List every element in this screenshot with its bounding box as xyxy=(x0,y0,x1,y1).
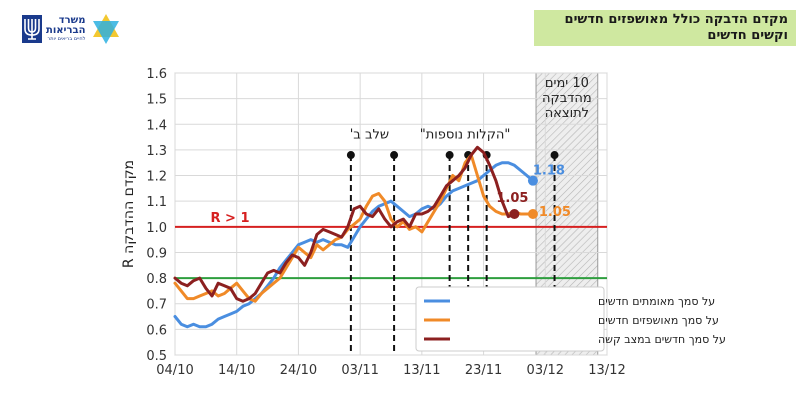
y-axis-label: מקדם ההדבקה R xyxy=(121,160,137,268)
x-tick-label: 03/11 xyxy=(341,363,378,378)
y-tick-label: 1.2 xyxy=(146,170,167,185)
y-tick-label: 0.6 xyxy=(146,323,167,338)
reference-line-label: R > 1 xyxy=(211,211,250,226)
series-line xyxy=(173,161,535,329)
slide-title-line1: מקדם הדבקה כולל מאושפזים חדשים xyxy=(564,12,788,27)
event-marker xyxy=(346,151,355,160)
y-tick-label: 1.0 xyxy=(146,221,167,236)
y-tick-label: 1.5 xyxy=(146,93,167,108)
series-line xyxy=(173,145,516,303)
series-end-marker xyxy=(509,209,520,219)
legend-label: על סמך חדשים במצב קשה xyxy=(598,333,726,346)
x-tick-label: 03/12 xyxy=(527,363,564,378)
logo-line2: הבריאות xyxy=(46,25,86,36)
slide-title: מקדם הדבקה כולל מאושפזים חדשים וקשים חדש… xyxy=(534,10,796,46)
legend-label: על סמך מאומתים חדשים xyxy=(598,295,715,308)
y-tick-label: 0.9 xyxy=(146,246,167,261)
y-tick-label: 1.4 xyxy=(146,118,167,133)
logo-line3: לחיים בריאים יותר xyxy=(47,36,86,42)
legend-box xyxy=(415,286,605,352)
x-tick-label: 13/11 xyxy=(403,363,440,378)
slide-title-line2: וקשים חדשים xyxy=(707,28,788,43)
y-tick-label: 0.8 xyxy=(146,272,167,287)
series-end-label: 1.05 xyxy=(496,191,528,206)
y-tick-label: 1.6 xyxy=(146,67,167,82)
x-tick-label: 23/11 xyxy=(465,363,502,378)
event-marker xyxy=(550,151,559,160)
y-tick-label: 1.3 xyxy=(146,144,167,159)
y-tick-label: 0.7 xyxy=(146,298,167,313)
series-end-label: 1.05 xyxy=(539,205,571,220)
x-tick-label: 04/10 xyxy=(156,363,193,378)
x-tick-label: 13/12 xyxy=(588,363,625,378)
series-end-label: 1.18 xyxy=(533,164,565,179)
event-marker xyxy=(390,151,399,160)
series-end-marker xyxy=(527,209,538,219)
menorah-icon xyxy=(22,15,42,43)
ministry-logo: משרד הבריאות לחיים בריאים יותר xyxy=(22,12,123,46)
event-label: שלב ב' xyxy=(350,128,389,143)
series-line xyxy=(173,153,535,303)
legend: על סמך מאומתים חדשים על סמך מאושפזים חדשי… xyxy=(415,286,726,352)
series-end-marker xyxy=(527,175,538,186)
x-tick-label: 14/10 xyxy=(218,363,255,378)
event-marker xyxy=(445,151,454,160)
shaded-region-label: 10 ימים xyxy=(545,76,589,91)
event-label: "הקלות נוספות" xyxy=(420,128,511,143)
y-tick-label: 0.5 xyxy=(146,349,167,364)
x-tick-label: 24/10 xyxy=(280,363,317,378)
legend-label: על סמך מאושפזים חדשים xyxy=(598,314,719,327)
y-tick-label: 1.1 xyxy=(146,195,167,210)
shaded-region-label: מהדבקה xyxy=(542,91,592,106)
star-of-david-icon xyxy=(93,14,120,44)
shaded-region-label: לתוצאה xyxy=(545,106,589,121)
logo-line1: משרד xyxy=(58,15,86,26)
